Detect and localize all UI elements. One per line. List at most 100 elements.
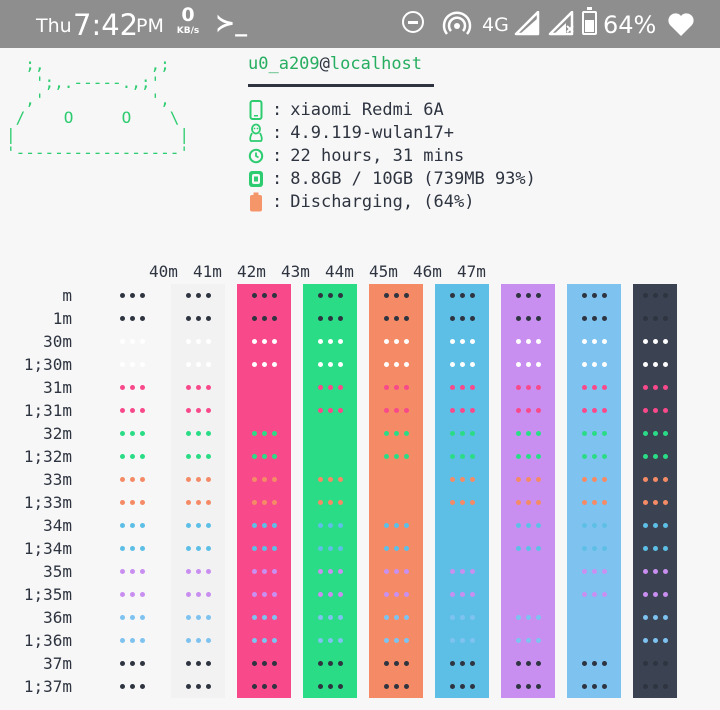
color-dot: [393, 431, 399, 436]
color-dot: [469, 684, 475, 689]
color-dot: [337, 569, 343, 574]
color-dot: [205, 454, 211, 459]
color-dot: [185, 523, 191, 528]
color-dot: [185, 546, 191, 551]
color-dot: [652, 293, 658, 298]
color-dot: [119, 592, 125, 597]
color-cell: [237, 468, 291, 491]
signal-icon: [514, 10, 540, 40]
color-cell: [435, 468, 489, 491]
color-dot: [119, 385, 125, 390]
color-dot: [205, 293, 211, 298]
color-cell: [303, 376, 357, 399]
color-dot: [403, 615, 409, 620]
color-dot: [327, 661, 333, 666]
color-dot: [261, 408, 267, 413]
color-cell: [105, 284, 159, 307]
color-cell: [435, 537, 489, 560]
color-dot: [129, 408, 135, 413]
heart-icon: [667, 11, 695, 41]
color-dot: [449, 615, 455, 620]
color-cell: [105, 399, 159, 422]
color-dot: [139, 316, 145, 321]
color-cell: [105, 376, 159, 399]
color-dot: [337, 362, 343, 367]
device-model: xiaomi Redmi 6A: [290, 99, 444, 120]
color-row-label: 34m: [43, 516, 72, 535]
color-dot: [525, 569, 531, 574]
color-cell: [501, 399, 555, 422]
color-dot: [662, 408, 668, 413]
color-dot: [251, 569, 257, 574]
color-dot: [327, 293, 333, 298]
color-dot: [327, 592, 333, 597]
color-dot: [205, 684, 211, 689]
color-dot: [383, 339, 389, 344]
color-dot: [337, 500, 343, 505]
color-dot: [449, 362, 455, 367]
color-dot: [459, 316, 465, 321]
color-dot: [403, 431, 409, 436]
color-dot: [195, 431, 201, 436]
color-cell: [105, 560, 159, 583]
color-dot: [403, 454, 409, 459]
color-cell: [369, 560, 423, 583]
color-dot: [652, 362, 658, 367]
color-dot: [403, 408, 409, 413]
color-dot: [601, 362, 607, 367]
clock-icon: [246, 145, 266, 167]
color-dot: [581, 316, 587, 321]
color-dot: [129, 431, 135, 436]
color-dot: [449, 385, 455, 390]
color-cell: [435, 376, 489, 399]
color-dot: [459, 661, 465, 666]
color-cell: [105, 307, 159, 330]
color-dot: [591, 615, 597, 620]
color-dot: [652, 684, 658, 689]
color-cell: [633, 399, 677, 422]
color-dot: [195, 339, 201, 344]
color-dot: [251, 638, 257, 643]
color-dot: [535, 546, 541, 551]
color-dot: [469, 362, 475, 367]
color-dot: [515, 431, 521, 436]
color-dot: [581, 477, 587, 482]
color-dot: [403, 293, 409, 298]
color-dot: [535, 316, 541, 321]
user-host-underline: [248, 84, 434, 87]
color-cell: [303, 422, 357, 445]
color-dot: [525, 477, 531, 482]
color-dot: [139, 615, 145, 620]
color-dot: [403, 362, 409, 367]
color-cell: [303, 537, 357, 560]
color-column: [501, 284, 555, 698]
color-dot: [403, 316, 409, 321]
color-cell: [303, 307, 357, 330]
color-dot: [251, 500, 257, 505]
color-cell: [435, 675, 489, 698]
color-cell: [171, 307, 225, 330]
color-cell: [369, 307, 423, 330]
color-dot: [271, 454, 277, 459]
color-cell: [567, 652, 621, 675]
color-row-label: 36m: [43, 608, 72, 627]
color-cell: [567, 399, 621, 422]
color-dot: [251, 661, 257, 666]
color-dot: [652, 546, 658, 551]
color-cell: [237, 353, 291, 376]
color-dot: [525, 431, 531, 436]
color-dot: [261, 684, 267, 689]
color-cell: [567, 445, 621, 468]
color-dot: [119, 408, 125, 413]
color-dot: [591, 638, 597, 643]
color-dot: [469, 385, 475, 390]
color-dot: [195, 684, 201, 689]
color-dot: [185, 408, 191, 413]
color-dot: [251, 523, 257, 528]
color-dot: [383, 431, 389, 436]
color-dot: [535, 615, 541, 620]
color-dot: [601, 454, 607, 459]
color-dot: [139, 684, 145, 689]
color-dot: [271, 569, 277, 574]
color-dot: [459, 431, 465, 436]
